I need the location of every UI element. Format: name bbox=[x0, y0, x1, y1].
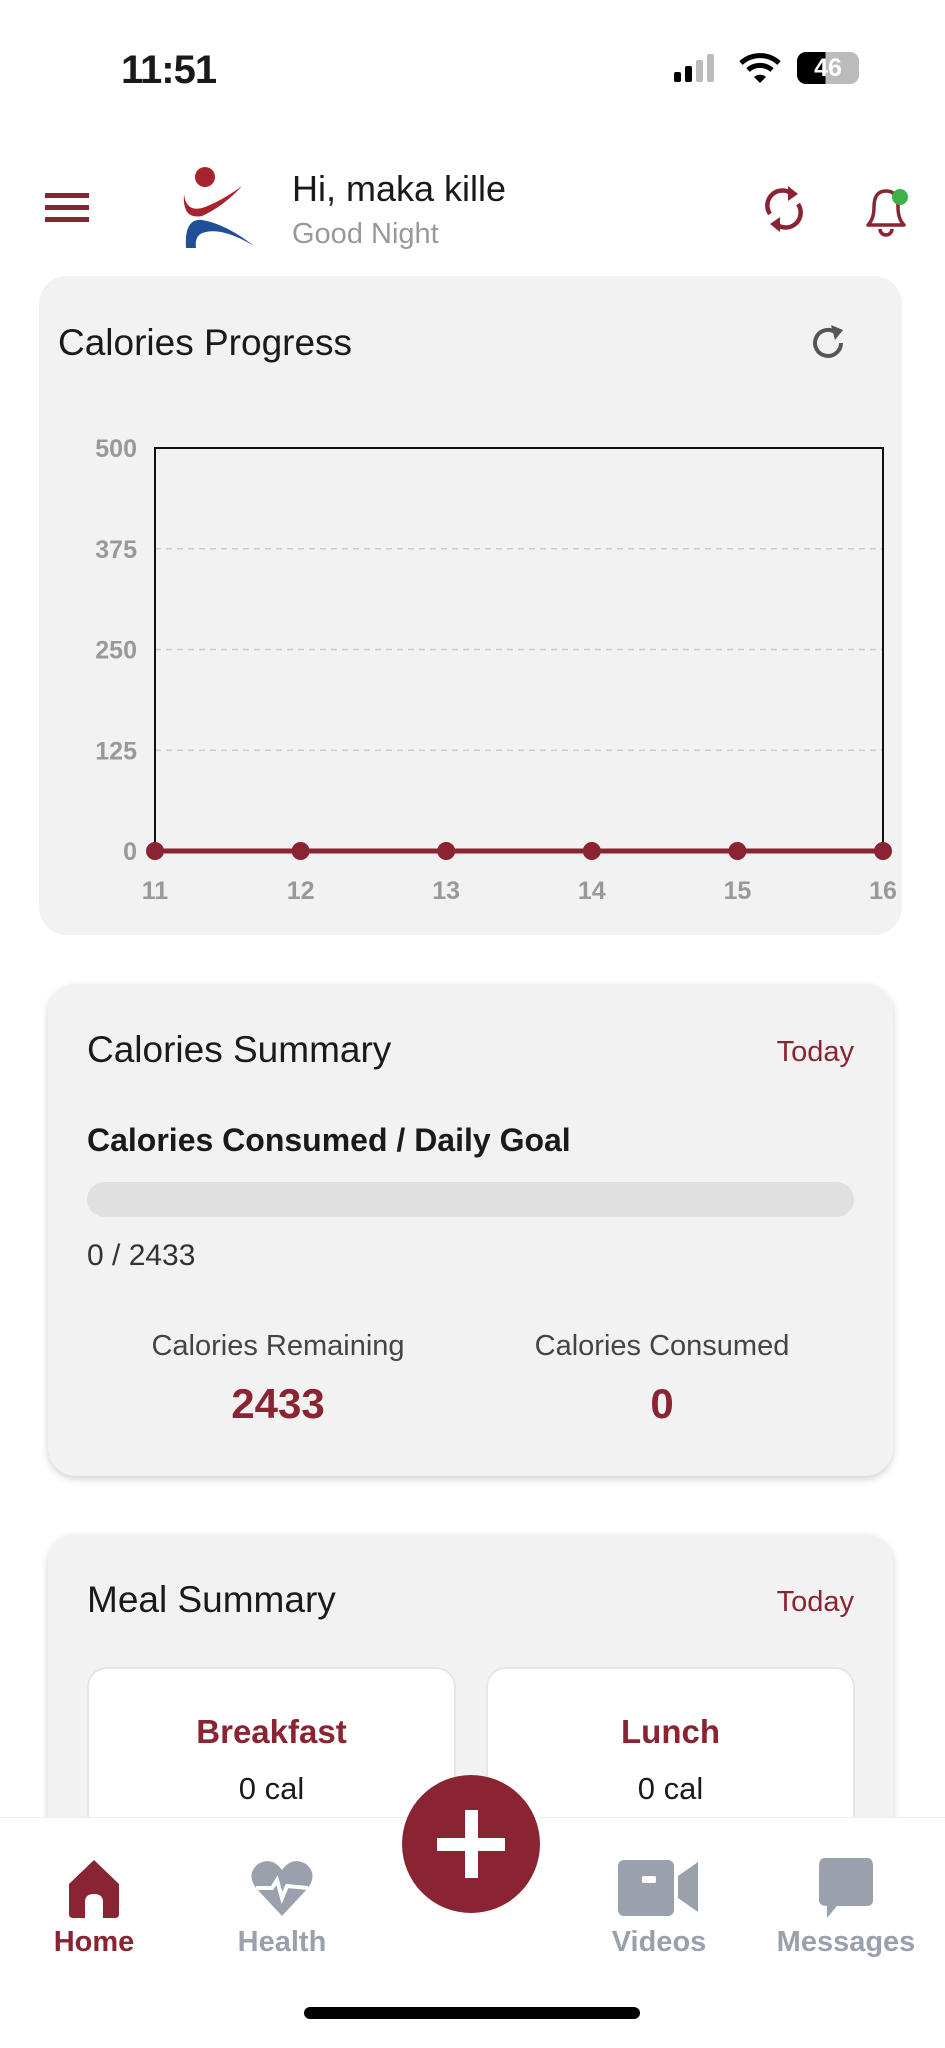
data-point bbox=[728, 842, 747, 860]
x-tick-label: 16 bbox=[869, 877, 897, 905]
wifi-icon bbox=[739, 52, 781, 89]
menu-icon[interactable] bbox=[45, 193, 89, 228]
period-link[interactable]: Today bbox=[776, 1036, 854, 1068]
meal-calories: 0 cal bbox=[238, 1771, 305, 1806]
nav-messages[interactable]: Messages bbox=[771, 1858, 921, 1959]
progress-text: 0 / 2433 bbox=[87, 1239, 196, 1272]
nav-videos[interactable]: Videos bbox=[584, 1858, 734, 1959]
nav-health[interactable]: Health bbox=[207, 1858, 357, 1959]
calories-summary-card: Calories Summary Today Calories Consumed… bbox=[48, 984, 893, 1476]
notification-bell-icon[interactable] bbox=[858, 183, 914, 248]
nav-label: Health bbox=[237, 1926, 327, 1958]
nav-label: Home bbox=[53, 1926, 135, 1958]
data-point bbox=[874, 842, 892, 860]
refresh-icon[interactable] bbox=[807, 322, 849, 369]
greeting-subtitle: Good Night bbox=[292, 218, 439, 250]
x-tick-label: 13 bbox=[432, 877, 460, 905]
calorie-progress-bar bbox=[87, 1182, 854, 1217]
nav-label: Videos bbox=[611, 1926, 707, 1958]
signal-icon bbox=[674, 54, 718, 89]
data-point bbox=[582, 842, 601, 860]
x-tick-label: 15 bbox=[723, 877, 751, 905]
x-tick-label: 12 bbox=[287, 877, 315, 905]
bottom-nav: Home Health Videos Messages bbox=[0, 1775, 945, 2048]
sync-icon[interactable] bbox=[762, 184, 806, 239]
card-title: Calories Progress bbox=[58, 322, 353, 363]
home-icon bbox=[69, 1860, 119, 1918]
data-point bbox=[291, 842, 310, 860]
video-camera-icon bbox=[618, 1860, 698, 1916]
card-title: Meal Summary bbox=[87, 1579, 336, 1620]
nav-home[interactable]: Home bbox=[19, 1858, 169, 1959]
battery-icon: 46 bbox=[797, 52, 859, 84]
calories-chart: 0 125 250 375 500 11 12 13 14 15 16 bbox=[95, 435, 897, 905]
card-title: Calories Summary bbox=[87, 1029, 392, 1070]
y-tick-label: 125 bbox=[95, 737, 137, 765]
message-icon bbox=[819, 1858, 873, 1918]
home-indicator bbox=[304, 2007, 640, 2019]
consumed-label: Calories Consumed bbox=[534, 1330, 790, 1362]
add-button[interactable] bbox=[402, 1775, 540, 1913]
progress-label: Calories Consumed / Daily Goal bbox=[87, 1122, 571, 1158]
remaining-label: Calories Remaining bbox=[151, 1330, 405, 1362]
x-tick-label: 14 bbox=[578, 877, 606, 905]
data-point bbox=[146, 842, 164, 860]
consumed-value: 0 bbox=[650, 1380, 674, 1427]
x-tick-label: 11 bbox=[142, 877, 169, 905]
y-tick-label: 250 bbox=[95, 637, 137, 665]
plus-icon bbox=[437, 1810, 505, 1878]
meal-name: Breakfast bbox=[196, 1713, 347, 1750]
data-point bbox=[437, 842, 456, 860]
calories-progress-card: Calories Progress 0 125 250 375 500 11 12 13 14 1… bbox=[39, 276, 902, 935]
remaining-value: 2433 bbox=[231, 1380, 325, 1427]
status-time: 11:51 bbox=[121, 48, 217, 92]
period-link[interactable]: Today bbox=[776, 1586, 854, 1618]
heart-pulse-icon bbox=[251, 1861, 313, 1916]
meal-calories: 0 cal bbox=[637, 1771, 704, 1806]
y-tick-label: 500 bbox=[95, 435, 137, 463]
greeting: Hi, maka kille bbox=[292, 168, 507, 209]
app-logo bbox=[180, 164, 256, 253]
y-tick-label: 0 bbox=[123, 838, 137, 866]
meal-name: Lunch bbox=[621, 1713, 720, 1750]
nav-label: Messages bbox=[776, 1926, 916, 1958]
y-tick-label: 375 bbox=[95, 536, 137, 564]
